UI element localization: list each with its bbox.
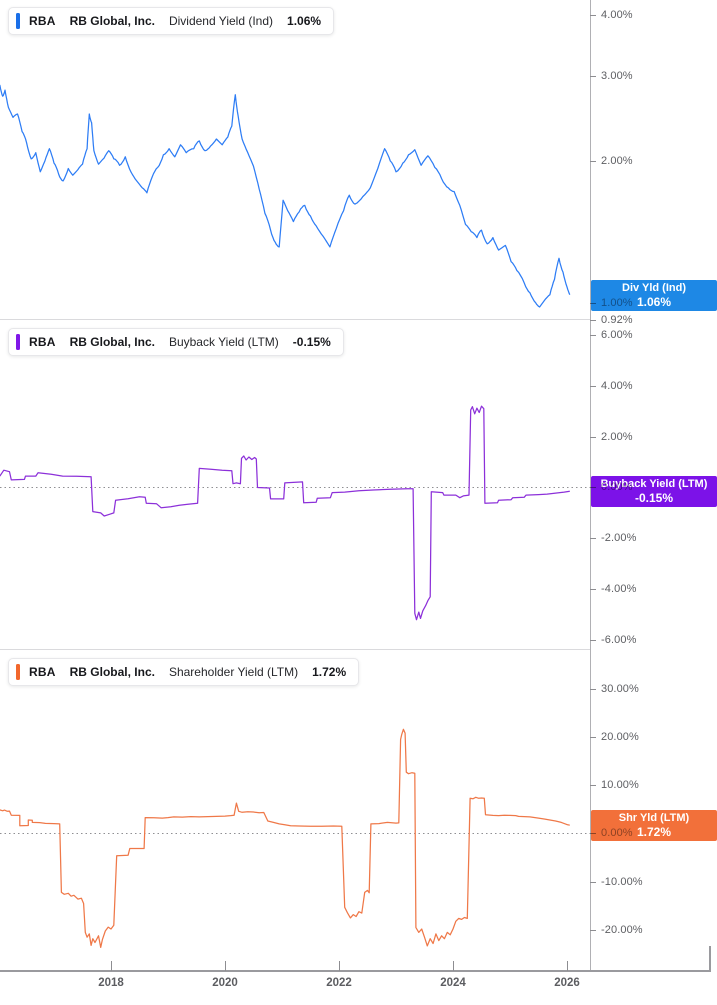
panel-divider (0, 649, 590, 650)
x-axis-year-label: 2026 (554, 977, 580, 989)
last-value-badge: Div Yld (Ind) 1.06% (591, 279, 717, 311)
y-axis-tick-mark (590, 588, 596, 590)
x-axis-year-label: 2018 (98, 977, 124, 989)
badge-title: Shr Yld (LTM) (618, 811, 690, 824)
dividend-yield-line-chart[interactable] (0, 0, 590, 319)
y-axis-tick-label: -20.00% (590, 922, 643, 938)
last-value-badge: Buyback Yield (LTM) -0.15% (591, 475, 717, 507)
x-axis-corner-line (709, 946, 711, 972)
y-axis-tick-mark (590, 319, 596, 321)
y-axis-tick-mark (590, 302, 596, 304)
buyback-yield-line-chart[interactable] (0, 319, 590, 649)
y-axis-tick-mark (590, 881, 596, 883)
badge-value: 1.06% (636, 294, 672, 309)
shareholder-yield-chart-panel (0, 649, 590, 972)
panel-divider (0, 319, 590, 320)
dividend-yield-series-line (0, 84, 571, 308)
legend-accent-bar (16, 13, 20, 29)
y-axis-tick-label: 0.00% (590, 825, 633, 841)
y-axis-tick-label: -2.00% (590, 530, 636, 546)
y-axis-tick-mark (590, 929, 596, 931)
shareholder-yield-series-line (0, 728, 570, 949)
badge-value: 1.72% (636, 824, 672, 839)
last-value-badge: Shr Yld (LTM) 1.72% (591, 809, 717, 841)
x-axis-year-label: 2022 (326, 977, 352, 989)
x-axis-year-label: 2024 (440, 977, 466, 989)
x-axis-line (0, 970, 711, 972)
y-axis-tick-mark (590, 334, 596, 336)
x-axis-tick-mark (453, 961, 454, 971)
y-axis-tick-mark (590, 736, 596, 738)
x-axis-tick-mark (111, 961, 112, 971)
y-axis-tick-label: -4.00% (590, 581, 636, 597)
y-axis-tick-mark (590, 486, 596, 488)
y-axis-tick-label: 0.92% (590, 312, 633, 328)
y-axis-tick-mark (590, 385, 596, 387)
y-axis-tick-mark (590, 160, 596, 162)
y-axis-tick-label: 20.00% (590, 729, 639, 745)
x-axis-tick-mark (567, 961, 568, 971)
badge-title: Buyback Yield (LTM) (600, 477, 708, 490)
y-axis-tick-label: 2.00% (590, 153, 633, 169)
y-axis-tick-mark (590, 14, 596, 16)
y-axis-tick-label: 3.00% (590, 68, 633, 84)
y-axis-tick-mark (590, 75, 596, 77)
y-axis-tick-label: 30.00% (590, 681, 639, 697)
badge-value: -0.15% (634, 490, 674, 505)
ticker-label: RBA (29, 335, 56, 349)
y-axis-tick-mark (590, 832, 596, 834)
y-axis-border-line (590, 0, 591, 972)
y-axis-tick-label: 4.00% (590, 378, 633, 394)
y-axis-tick-label: 2.00% (590, 429, 633, 445)
y-axis-tick-label: 0.00% (590, 479, 633, 495)
company-name: RB Global, Inc. (69, 665, 155, 679)
y-axis-tick-label: -6.00% (590, 632, 636, 648)
company-name: RB Global, Inc. (69, 335, 155, 349)
x-axis-tick-mark (225, 961, 226, 971)
badge-title: Div Yld (Ind) (622, 281, 686, 294)
y-axis-tick-label: -10.00% (590, 874, 643, 890)
metric-value: 1.72% (312, 665, 347, 679)
shareholder-yield-legend[interactable]: RBA RB Global, Inc. Shareholder Yield (L… (8, 658, 360, 686)
company-name: RB Global, Inc. (69, 14, 155, 28)
shareholder-yield-line-chart[interactable] (0, 649, 590, 972)
buyback-yield-legend[interactable]: RBA RB Global, Inc. Buyback Yield (LTM) … (8, 328, 344, 356)
y-axis-tick-label: 4.00% (590, 7, 633, 23)
y-axis-tick-label: 10.00% (590, 777, 639, 793)
metric-name: Dividend Yield (Ind) (168, 14, 274, 28)
legend-accent-bar (16, 334, 20, 350)
y-axis-tick-label: 1.00% (590, 295, 633, 311)
buyback-yield-chart-panel (0, 319, 590, 649)
ticker-label: RBA (29, 14, 56, 28)
ticker-label: RBA (29, 665, 56, 679)
metric-name: Buyback Yield (LTM) (168, 335, 279, 349)
y-axis-tick-label: 6.00% (590, 327, 633, 343)
metric-value: 1.06% (287, 14, 322, 28)
dividend-yield-chart-panel (0, 0, 590, 319)
legend-accent-bar (16, 664, 20, 680)
y-axis-tick-mark (590, 688, 596, 690)
y-axis-tick-mark (590, 436, 596, 438)
y-axis-tick-mark (590, 639, 596, 641)
y-axis-tick-mark (590, 537, 596, 539)
dividend-yield-legend[interactable]: RBA RB Global, Inc. Dividend Yield (Ind)… (8, 7, 335, 35)
x-axis-tick-mark (339, 961, 340, 971)
metric-value: -0.15% (292, 335, 331, 349)
y-axis-tick-mark (590, 784, 596, 786)
buyback-yield-series-line (0, 405, 570, 621)
x-axis-year-label: 2020 (212, 977, 238, 989)
metric-name: Shareholder Yield (LTM) (168, 665, 299, 679)
